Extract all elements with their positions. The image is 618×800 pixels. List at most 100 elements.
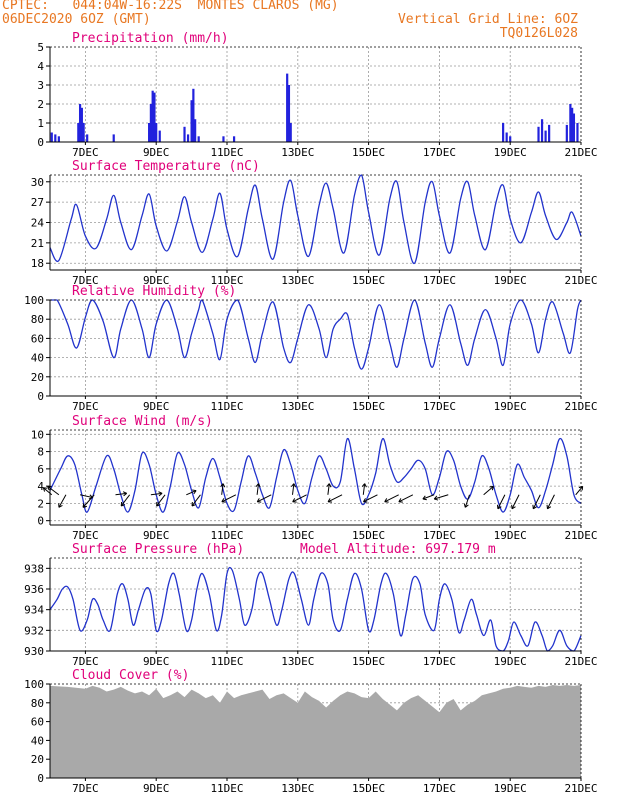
wind-vector [434,494,449,500]
x-tick-label: 13DEC [281,400,314,413]
wind-vector-head [58,503,63,508]
x-tick-label: 15DEC [352,274,385,287]
wind-vector-head [256,498,262,503]
wind-vector [464,494,470,508]
panel-title: Cloud Cover (%) [72,668,189,683]
wind-vector [362,483,366,495]
y-tick-label: 3 [37,79,44,92]
x-tick-label: 13DEC [281,655,314,668]
y-tick-label: 20 [31,753,44,766]
panel-title: Surface Pressure (hPa) [72,542,244,557]
precip-bar [50,132,53,142]
y-tick-label: 40 [31,352,44,365]
x-tick-label: 7DEC [72,400,99,413]
x-tick-label: 15DEC [352,146,385,159]
y-tick-label: 100 [24,294,44,307]
precip-bar [155,123,158,142]
wind-vector-head [158,491,163,497]
header-line1-left: CPTEC: 044:04W-16:22S MONTES CLAROS (MG) [2,0,339,13]
y-tick-label: 0 [37,136,44,149]
x-tick-label: 21DEC [564,146,597,159]
wind-vector [47,485,60,496]
x-tick-label: 9DEC [143,146,170,159]
wind-vector [398,494,414,503]
x-tick-label: 13DEC [281,782,314,795]
x-tick-label: 17DEC [423,782,456,795]
wind-vector [292,494,307,503]
series-line [49,566,582,652]
x-tick-label: 19DEC [494,400,527,413]
y-tick-label: 5 [37,41,44,54]
panel-annotation: Model Altitude: 697.179 m [300,542,496,557]
x-tick-label: 7DEC [72,529,99,542]
wind-vector [327,483,330,495]
x-tick-label: 9DEC [143,655,170,668]
panel-title: Precipitation (mm/h) [72,31,229,46]
precip-bar [571,107,574,142]
precip-bar [149,104,152,142]
precip-bar [153,92,156,142]
precip-bar [197,136,200,142]
wind-vector-head [82,503,88,508]
y-tick-label: 2 [37,98,44,111]
wind-vector-head [122,491,128,497]
x-tick-label: 15DEC [352,400,385,413]
precip-bar [151,90,154,142]
wind-vector-head [463,503,469,508]
x-tick-label: 7DEC [72,274,99,287]
x-tick-label: 13DEC [281,529,314,542]
header-line3-right: TQ0126L028 [499,26,578,41]
precip-bar [57,136,60,142]
panel-title: Surface Temperature (nC) [72,159,260,174]
precip-bar [186,134,190,142]
x-tick-label: 17DEC [423,400,456,413]
precip-bar [287,85,291,142]
y-tick-label: 40 [31,734,44,747]
wind-vector [511,494,520,509]
wind-vector [186,490,197,496]
y-tick-label: 30 [31,176,44,189]
precip-bar [509,136,512,142]
wind-vector-head [120,501,126,507]
precip-bar [502,123,505,142]
x-tick-label: 9DEC [143,529,170,542]
x-tick-label: 19DEC [494,529,527,542]
wind-vector-head [156,501,161,507]
x-tick-label: 9DEC [143,782,170,795]
precip-bar [158,130,161,142]
wind-vector-head [546,504,552,510]
y-tick-label: 4 [37,480,44,493]
y-tick-label: 20 [31,371,44,384]
x-tick-label: 15DEC [352,782,385,795]
wind-vector-head [363,498,368,503]
wind-vector-head [191,501,196,507]
precip-bar [572,113,576,142]
precip-bar [82,123,85,142]
precip-bar [289,123,292,142]
y-tick-label: 60 [31,332,44,345]
wind-vector-head [292,498,297,503]
x-tick-label: 15DEC [352,529,385,542]
x-tick-label: 11DEC [210,274,243,287]
wind-vector [327,494,343,503]
wind-vector [483,485,494,496]
x-tick-label: 13DEC [281,146,314,159]
header-line2-left: 06DEC2020 6OZ (GMT) [2,12,151,27]
precip-bar [565,124,568,142]
wind-vector-head [361,483,367,488]
wind-vector [221,483,224,495]
x-tick-label: 19DEC [494,782,527,795]
precip-bar [232,136,236,142]
wind-vector-head [532,504,537,510]
precip-bar [544,130,547,142]
x-tick-label: 9DEC [143,274,170,287]
x-tick-label: 19DEC [494,274,527,287]
y-tick-label: 10 [31,428,44,441]
wind-vector [363,494,378,503]
wind-vector [115,492,127,496]
wind-vector [156,494,166,507]
x-tick-label: 17DEC [423,274,456,287]
wind-vector [256,483,259,495]
precip-bar [194,119,197,142]
x-tick-label: 15DEC [352,655,385,668]
